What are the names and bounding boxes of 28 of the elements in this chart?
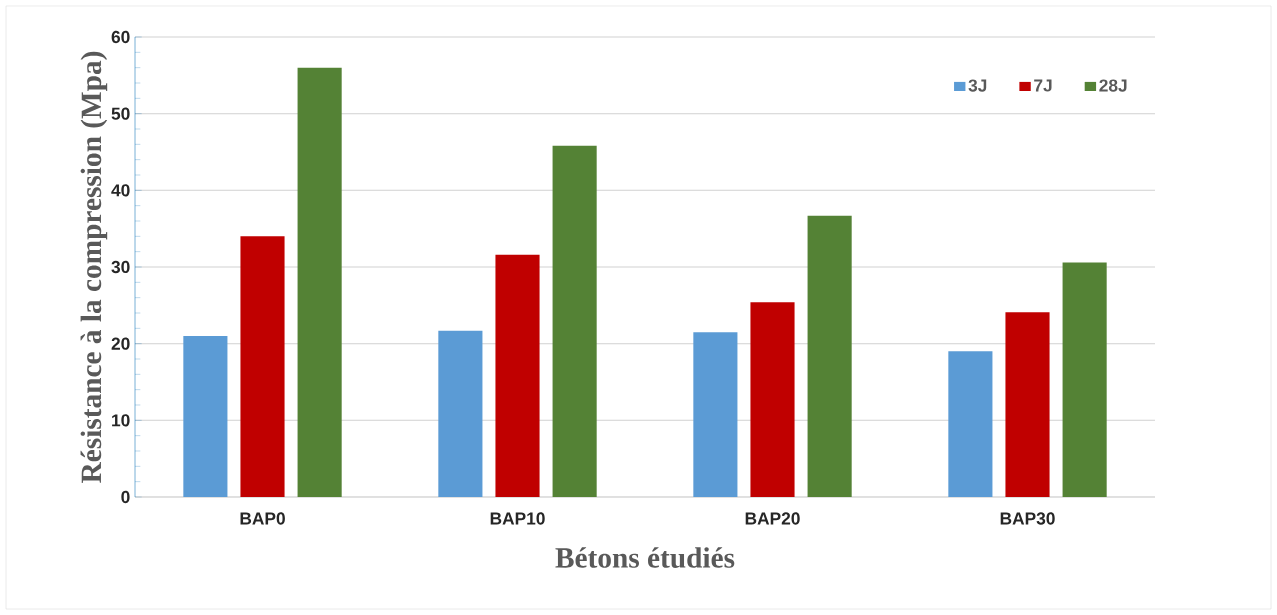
- bar: [1005, 312, 1050, 497]
- x-tick-label: BAP30: [1000, 512, 1055, 525]
- legend-label: 7J: [1034, 79, 1052, 92]
- y-tick-label: 50: [111, 107, 130, 120]
- y-tick-label: 60: [111, 30, 130, 44]
- legend-label: 28J: [1099, 79, 1127, 92]
- x-tick-label: BAP0: [240, 512, 285, 525]
- bar: [552, 145, 597, 497]
- legend-label: 3J: [968, 79, 987, 92]
- x-axis-title: Bétons étudiés: [555, 547, 735, 568]
- bar: [183, 336, 228, 497]
- y-tick-label: 0: [121, 490, 130, 504]
- y-tick-label: 10: [112, 414, 130, 427]
- y-axis-title: Résistance à la compression (Mpa): [80, 51, 108, 483]
- y-tick-label: 20: [111, 337, 130, 350]
- x-tick-label: BAP20: [745, 512, 800, 525]
- bar: [750, 302, 795, 497]
- y-tick-label: 30: [111, 260, 130, 274]
- bar: [240, 236, 285, 497]
- bar: [438, 330, 483, 497]
- bar: [1062, 262, 1107, 497]
- bar: [807, 215, 852, 497]
- bar: [297, 67, 342, 497]
- bar: [693, 332, 738, 497]
- bar: [948, 351, 993, 497]
- bar: [495, 254, 540, 497]
- y-tick-label: 40: [111, 184, 130, 197]
- x-tick-label: BAP10: [490, 512, 545, 525]
